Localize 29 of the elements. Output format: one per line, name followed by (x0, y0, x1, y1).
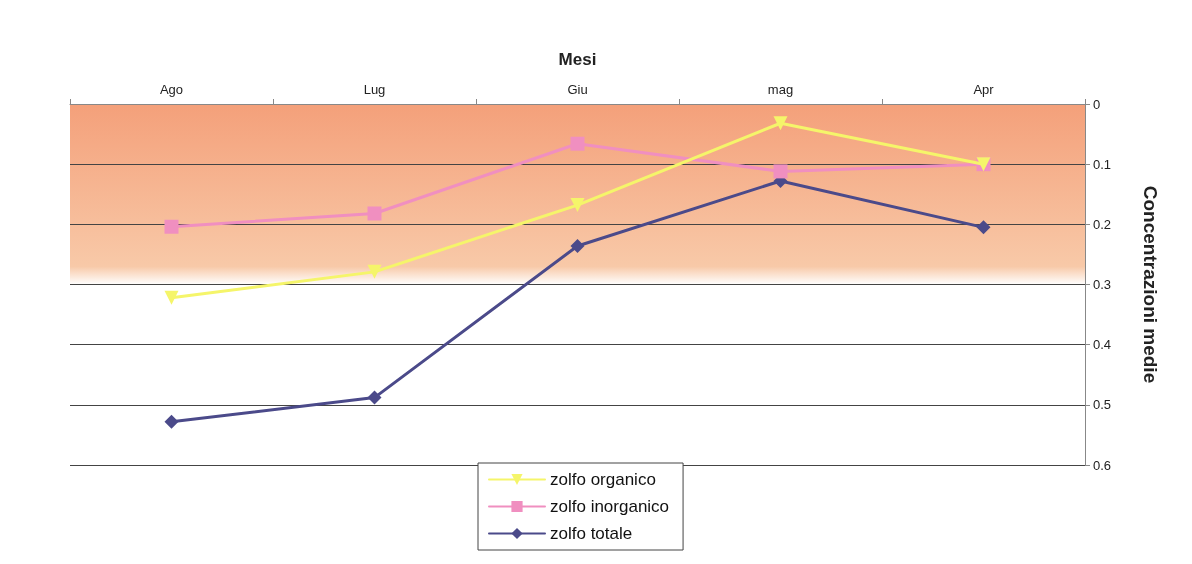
point (976, 220, 991, 235)
legend-label: zolfo totale (550, 524, 633, 543)
y-tick-label: 0.5 (1093, 397, 1112, 413)
legend-label: zolfo organico (550, 470, 656, 489)
point (570, 198, 585, 213)
point (773, 116, 788, 131)
legend-label: zolfo inorganico (550, 497, 670, 516)
x-tick-label: Ago (159, 82, 184, 97)
y-tick-label: 0.1 (1093, 156, 1112, 172)
point (367, 206, 382, 221)
x-tick-label: Giu (567, 82, 588, 97)
point (164, 219, 179, 234)
x-axis-title: Mesi (558, 50, 597, 69)
point (164, 414, 179, 429)
y-tick-label: 0.3 (1093, 277, 1112, 292)
point (164, 290, 179, 305)
y-tick-label: 0.2 (1093, 216, 1112, 232)
y-axis-title: Concentrazioni medie (1140, 185, 1161, 384)
x-tick-label: Lug (363, 82, 386, 97)
y-tick-label: 0.4 (1093, 337, 1112, 353)
y-tick-label: 0 (1093, 96, 1101, 112)
x-tick-label: Apr (973, 82, 995, 97)
x-tick-label: mag (767, 82, 794, 97)
point (570, 238, 585, 253)
point (367, 264, 382, 279)
point (367, 390, 382, 405)
point (570, 136, 585, 151)
y-tick-label: 0.6 (1093, 457, 1112, 473)
point (773, 164, 788, 179)
